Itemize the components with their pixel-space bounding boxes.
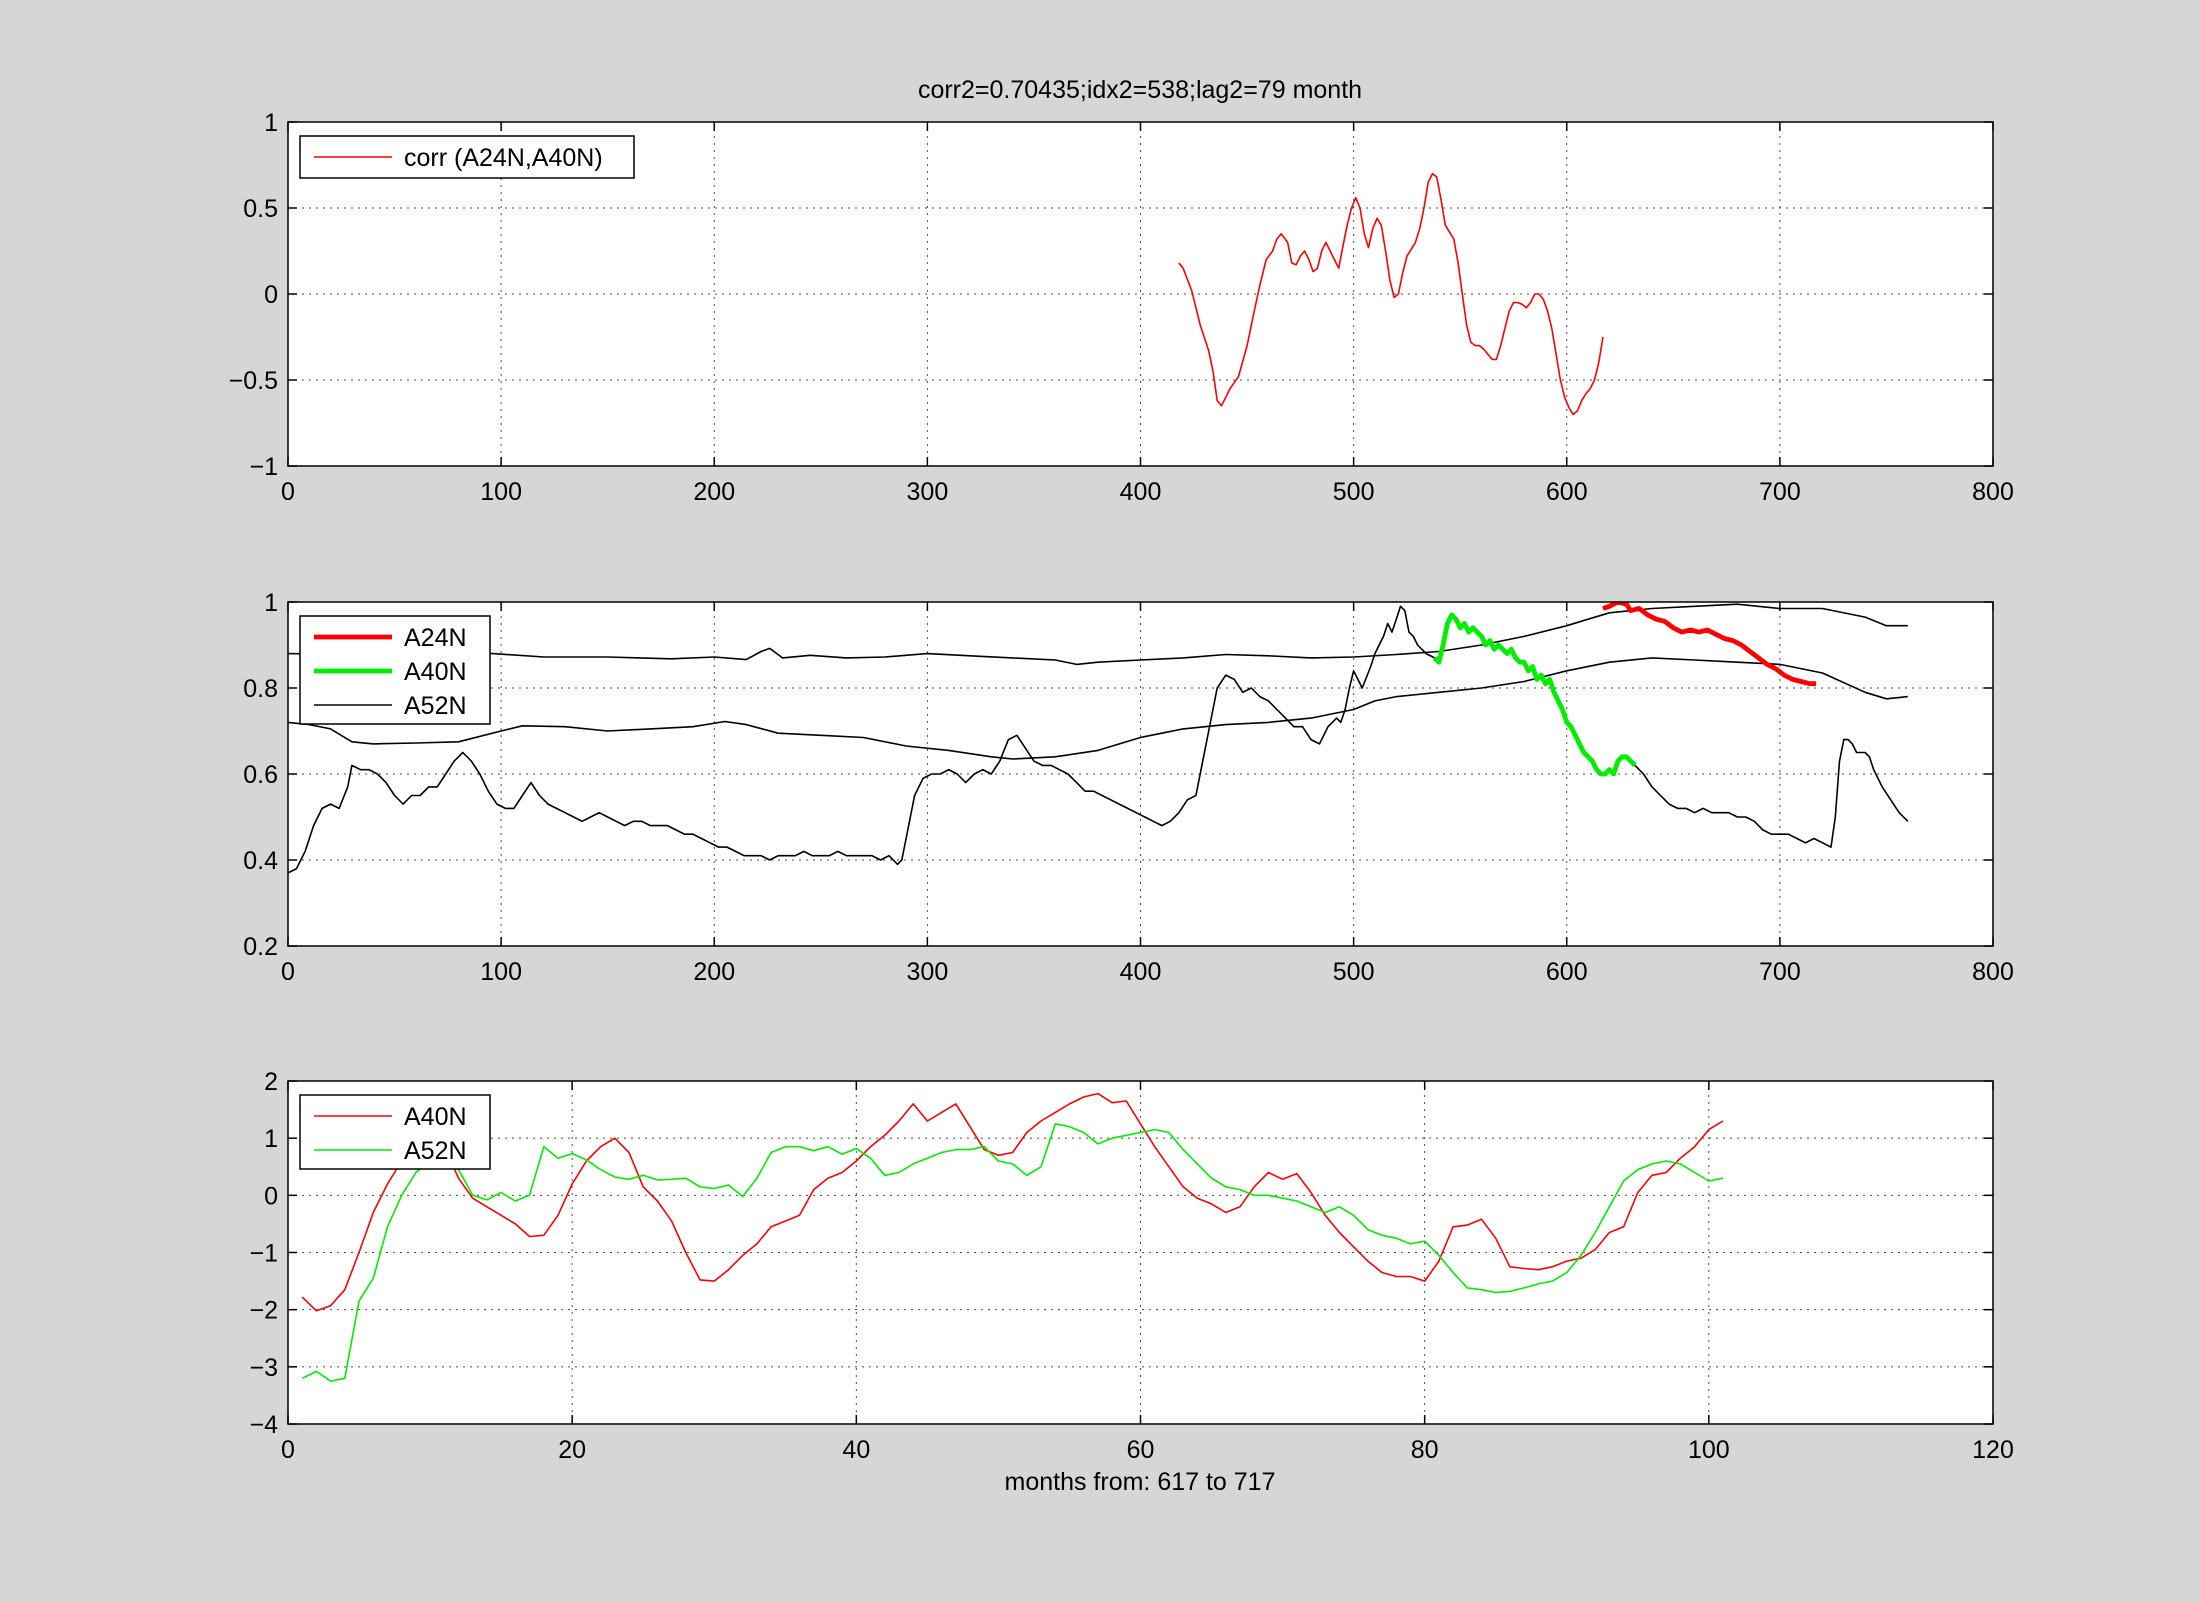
legend: corr (A24N,A40N) xyxy=(299,135,635,179)
y-tick-label: 0.5 xyxy=(243,195,278,223)
x-tick-label: 20 xyxy=(558,1436,586,1464)
x-tick-label: 500 xyxy=(1333,478,1375,506)
x-tick-label: 60 xyxy=(1127,1436,1155,1464)
x-tick-label: 100 xyxy=(480,478,522,506)
series-line-lower-black xyxy=(288,605,1435,874)
y-tick-label: 2 xyxy=(264,1068,278,1096)
y-tick-label: −3 xyxy=(249,1354,278,1382)
series-line-a40n xyxy=(1432,612,1637,777)
figure-title: corr2=0.70435;idx2=538;lag2=79 month xyxy=(918,76,1362,104)
legend-label: A52N xyxy=(404,1137,467,1165)
x-tick-label: 500 xyxy=(1333,958,1375,986)
series-line-a40n xyxy=(301,1092,1724,1312)
legend-label: A24N xyxy=(404,624,467,652)
legend-label: A52N xyxy=(404,692,467,720)
legend: A40N A52N xyxy=(299,1094,491,1170)
series-line-middle-black xyxy=(288,657,1908,760)
x-tick-label: 800 xyxy=(1972,478,2014,506)
x-tick-label: 200 xyxy=(693,478,735,506)
x-tick-label: 120 xyxy=(1972,1436,2014,1464)
series-line-upper-black xyxy=(288,603,1908,666)
x-tick-label: 0 xyxy=(281,478,295,506)
x-tick-label: 100 xyxy=(480,958,522,986)
y-tick-label: 1 xyxy=(264,109,278,137)
x-tick-label: 700 xyxy=(1759,958,1801,986)
y-tick-label: 1 xyxy=(264,1125,278,1153)
series-line-lower-black-tail xyxy=(1634,738,1909,848)
x-tick-label: 400 xyxy=(1120,958,1162,986)
y-tick-label: 0 xyxy=(264,1182,278,1210)
x-tick-label: 800 xyxy=(1972,958,2014,986)
y-tick-label: −4 xyxy=(249,1411,278,1439)
x-tick-label: 700 xyxy=(1759,478,1801,506)
x-tick-label: 0 xyxy=(281,1436,295,1464)
legend-label: A40N xyxy=(404,1103,467,1131)
panel-lagged-comparison: 0 20 40 60 80 100 120 −4 −3 −2 −1 0 1 2 A40N A52N xyxy=(249,1068,2013,1464)
y-tick-label: −2 xyxy=(249,1297,278,1325)
panel-timeseries: 0 100 200 300 400 500 600 700 800 0.2 0.4 0.6 0.8 1 A2… xyxy=(243,589,2014,986)
y-tick-label: 0.2 xyxy=(243,933,278,961)
panel-correlation: 0 100 200 300 400 500 600 700 800 −1 −0.5 0 0.5 1 corr… xyxy=(229,109,2014,506)
y-tick-label: 1 xyxy=(264,589,278,617)
y-tick-label: 0.6 xyxy=(243,761,278,789)
legend-label: corr (A24N,A40N) xyxy=(404,144,603,172)
y-tick-label: 0.8 xyxy=(243,675,278,703)
x-tick-label: 200 xyxy=(693,958,735,986)
series-line-a24n xyxy=(1602,602,1817,687)
legend-box xyxy=(299,1094,491,1170)
series-line-corr-a24n-a40n- xyxy=(1178,172,1604,416)
x-tick-label: 300 xyxy=(907,958,949,986)
x-tick-label: 400 xyxy=(1120,478,1162,506)
legend-label: A40N xyxy=(404,658,467,686)
y-tick-label: −0.5 xyxy=(229,367,278,395)
y-tick-label: 0 xyxy=(264,281,278,309)
y-tick-label: 0.4 xyxy=(243,847,278,875)
x-tick-label: 80 xyxy=(1411,1436,1439,1464)
y-tick-label: −1 xyxy=(249,1240,278,1268)
x-tick-label: 300 xyxy=(907,478,949,506)
x-tick-label: 0 xyxy=(281,958,295,986)
legend: A24N A40N A52N xyxy=(299,615,491,725)
bottom-x-axis-label: months from: 617 to 717 xyxy=(1005,1468,1276,1496)
x-tick-label: 40 xyxy=(842,1436,870,1464)
y-tick-label: −1 xyxy=(249,453,278,481)
series-line-a52n xyxy=(301,1123,1724,1382)
x-tick-label: 100 xyxy=(1688,1436,1730,1464)
x-tick-label: 600 xyxy=(1546,478,1588,506)
x-tick-label: 600 xyxy=(1546,958,1588,986)
